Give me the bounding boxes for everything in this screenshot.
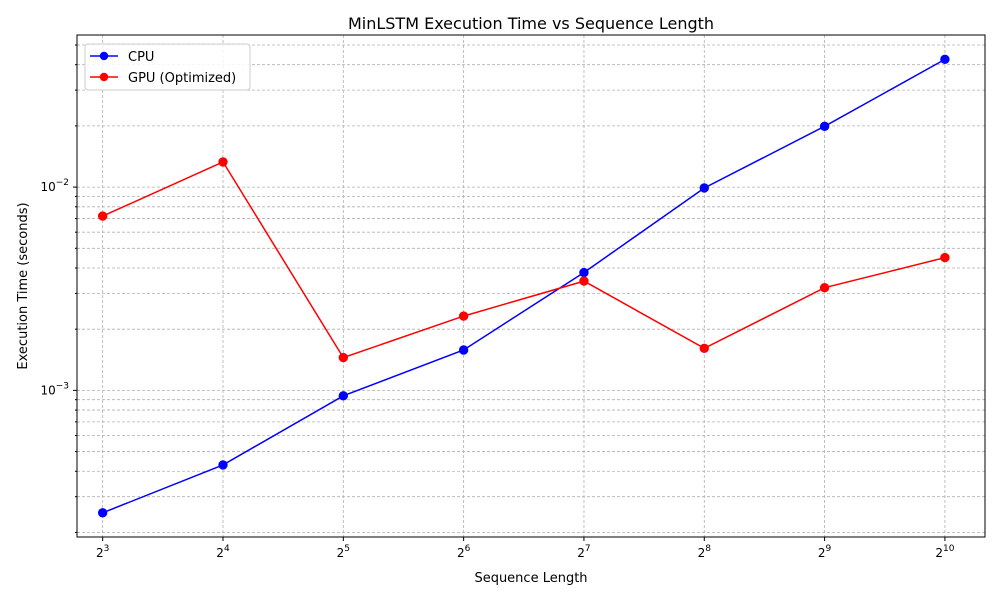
x-tick-label: 27 <box>577 544 590 560</box>
x-tick-label-base: 2 <box>577 546 585 560</box>
x-tick-label-exponent: 9 <box>826 544 832 554</box>
data-point-cpu <box>699 183 709 193</box>
data-point-cpu <box>579 267 589 278</box>
y-tick-label: 10−3 <box>40 381 69 397</box>
series-layer <box>97 54 950 518</box>
data-point-cpu <box>458 345 469 355</box>
x-tick-label-base: 2 <box>96 546 104 560</box>
data-point-gpu <box>458 311 469 321</box>
data-point-cpu <box>819 121 830 132</box>
series-line-gpu <box>102 160 946 359</box>
x-tick-label-exponent: 3 <box>104 544 110 554</box>
data-point-gpu <box>699 343 709 354</box>
legend: CPU GPU (Optimized) <box>84 43 251 91</box>
data-point-cpu <box>218 460 228 470</box>
x-tick-label-exponent: 8 <box>705 544 711 554</box>
data-point-cpu <box>338 391 349 401</box>
data-point-gpu <box>819 282 830 293</box>
y-tick-label-exponent: −3 <box>56 381 69 391</box>
y-tick-label: 10−2 <box>40 178 69 194</box>
x-tick-label-base: 2 <box>818 546 826 560</box>
data-point-gpu <box>97 211 108 221</box>
x-tick-label: 25 <box>337 544 350 560</box>
data-point-gpu <box>579 276 589 286</box>
x-tick-label-exponent: 4 <box>224 544 230 554</box>
data-point-cpu <box>97 508 108 518</box>
x-tick-label-base: 2 <box>216 546 224 560</box>
x-tick-label-base: 2 <box>457 546 465 560</box>
x-tick-label-base: 2 <box>337 546 345 560</box>
x-tick-label: 23 <box>96 544 109 560</box>
y-tick-label-exponent: −2 <box>56 178 69 188</box>
x-tick-label: 24 <box>216 544 230 560</box>
data-point-gpu <box>218 157 228 167</box>
series-line-cpu <box>102 58 946 514</box>
x-tick-label: 26 <box>457 544 471 560</box>
legend-marker-gpu <box>99 72 109 82</box>
x-tick-label: 29 <box>818 544 832 560</box>
x-tick-label-base: 2 <box>698 546 706 560</box>
legend-label-gpu: GPU (Optimized) <box>128 71 236 86</box>
x-tick-label: 210 <box>935 544 954 560</box>
data-point-gpu <box>338 352 349 363</box>
data-point-gpu <box>940 252 950 263</box>
x-tick-label-exponent: 5 <box>344 544 350 554</box>
x-tick-label-exponent: 7 <box>585 544 591 554</box>
chart-title: MinLSTM Execution Time vs Sequence Lengt… <box>348 14 714 33</box>
y-axis-label: Execution Time (seconds) <box>16 202 31 369</box>
x-tick-label-exponent: 6 <box>465 544 471 554</box>
legend-box <box>84 43 251 91</box>
data-point-cpu <box>940 54 950 65</box>
y-tick-label-base: 10 <box>40 180 55 194</box>
x-tick-label-base: 2 <box>935 546 943 560</box>
x-tick-label-exponent: 10 <box>943 544 955 554</box>
legend-marker-cpu <box>99 51 109 61</box>
legend-label-cpu: CPU <box>128 50 154 65</box>
x-tick-label: 28 <box>698 544 712 560</box>
x-axis-label: Sequence Length <box>474 571 587 586</box>
plot-area-frame <box>76 34 986 538</box>
y-tick-label-base: 10 <box>40 383 55 397</box>
